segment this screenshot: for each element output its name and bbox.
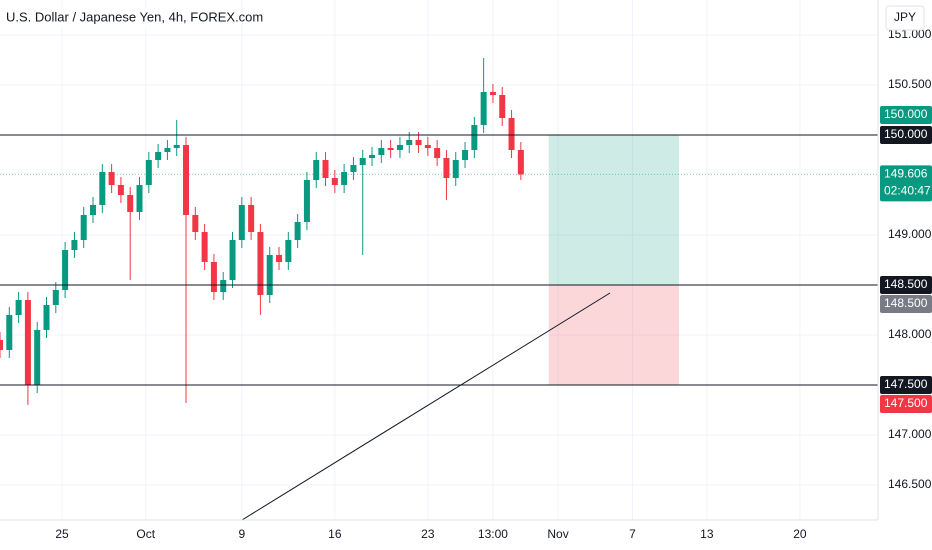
candle-body <box>248 205 255 232</box>
candle-body <box>462 150 469 160</box>
stop-tag <box>880 395 932 413</box>
candle-body <box>489 92 496 95</box>
candle-body <box>238 205 245 240</box>
candle-body <box>192 215 199 232</box>
candle-body <box>24 300 31 385</box>
candle-body <box>145 160 152 185</box>
x-tick-label: 13 <box>700 527 714 541</box>
candle-body <box>359 158 366 165</box>
candle-body <box>313 160 320 180</box>
x-tick-label: 23 <box>421 527 435 541</box>
target-zone <box>548 135 679 285</box>
line-tag <box>880 276 932 294</box>
candle-body <box>108 172 115 185</box>
candle-body <box>127 195 134 212</box>
y-tick-label: 149.000 <box>888 227 932 241</box>
y-tick-label: 151.000 <box>888 27 932 41</box>
candle-body <box>341 172 348 185</box>
candle-body <box>0 340 3 350</box>
countdown-label: 02:40:47 <box>884 184 931 198</box>
candle-body <box>117 185 124 195</box>
entry-tag-label: 148.500 <box>884 296 928 310</box>
candle-body <box>480 92 487 125</box>
y-tick-label: 148.000 <box>888 327 932 341</box>
candle-body <box>90 205 97 215</box>
candle-body <box>99 172 106 205</box>
candle-body <box>173 145 180 148</box>
line-tag-label: 148.500 <box>884 277 928 291</box>
overlay: 146.500 147.000 148.000 149.000 150.500 151.0… <box>55 27 932 541</box>
title-bg <box>0 8 210 28</box>
stop-tag-label: 147.500 <box>884 396 928 410</box>
candle-body <box>378 148 385 155</box>
candle-body <box>350 165 357 172</box>
candle-body <box>434 148 441 158</box>
y-tick-label: 146.500 <box>888 477 932 491</box>
candle-body <box>424 145 431 148</box>
candle-body <box>229 240 236 280</box>
candle-body <box>257 232 264 295</box>
current-price-label: 149.606 <box>884 167 928 181</box>
y-tick-label: 150.500 <box>888 77 932 91</box>
currency-button[interactable] <box>885 5 925 31</box>
plot <box>0 0 878 520</box>
candle-body <box>220 280 227 292</box>
y-tick-label: 147.000 <box>888 427 932 441</box>
candle-body <box>452 160 459 178</box>
line-tag <box>880 126 932 144</box>
line-tag-label: 147.500 <box>884 377 928 391</box>
candle-body <box>15 300 22 315</box>
candle-body <box>303 180 310 222</box>
candle-body <box>80 215 87 240</box>
x-tick-label: 20 <box>793 527 807 541</box>
candle-body <box>34 330 41 385</box>
x-tick-label: 16 <box>328 527 342 541</box>
candle-body <box>517 150 524 175</box>
candle-body <box>136 185 143 212</box>
candle-body <box>210 262 217 292</box>
x-tick-label: 25 <box>55 527 69 541</box>
x-tick-label: 7 <box>629 527 636 541</box>
candle-body <box>471 125 478 150</box>
candle-body <box>443 158 450 178</box>
line-tag-label: 150.000 <box>884 127 928 141</box>
candle-body <box>406 140 413 145</box>
x-tick-label: Nov <box>547 527 568 541</box>
candle-body <box>164 148 171 152</box>
candle-body <box>6 315 13 350</box>
candle-body <box>71 240 78 250</box>
line-tag <box>880 376 932 394</box>
candle-body <box>276 255 283 262</box>
candle-body <box>415 140 422 145</box>
current-price-tag <box>880 165 932 202</box>
candle-body <box>508 118 515 150</box>
candle-body <box>499 95 506 118</box>
candle-body <box>266 255 273 295</box>
x-tick-label: 9 <box>238 527 245 541</box>
entry-tag <box>880 295 932 313</box>
candle-body <box>322 160 329 178</box>
candle-body <box>294 222 301 240</box>
candle-body <box>396 145 403 150</box>
candle-body <box>387 148 394 150</box>
x-tick-label: 13:00 <box>478 527 508 541</box>
candle-body <box>62 250 69 290</box>
candle-body <box>183 145 190 215</box>
candle-body <box>43 305 50 330</box>
x-tick-label: Oct <box>136 527 155 541</box>
trend-line <box>241 292 611 521</box>
candle-body <box>52 290 59 305</box>
stop-zone <box>548 285 679 385</box>
candle-body <box>285 240 292 262</box>
candle-body <box>155 152 162 160</box>
target-tag-label: 150.000 <box>884 107 928 121</box>
candle-body <box>331 178 338 185</box>
currency-label[interactable]: JPY <box>894 10 916 24</box>
candle-body <box>201 232 208 262</box>
candle-body <box>369 155 376 158</box>
chart-title: U.S. Dollar / Japanese Yen, 4h, FOREX.co… <box>6 9 263 24</box>
target-tag <box>880 106 932 124</box>
